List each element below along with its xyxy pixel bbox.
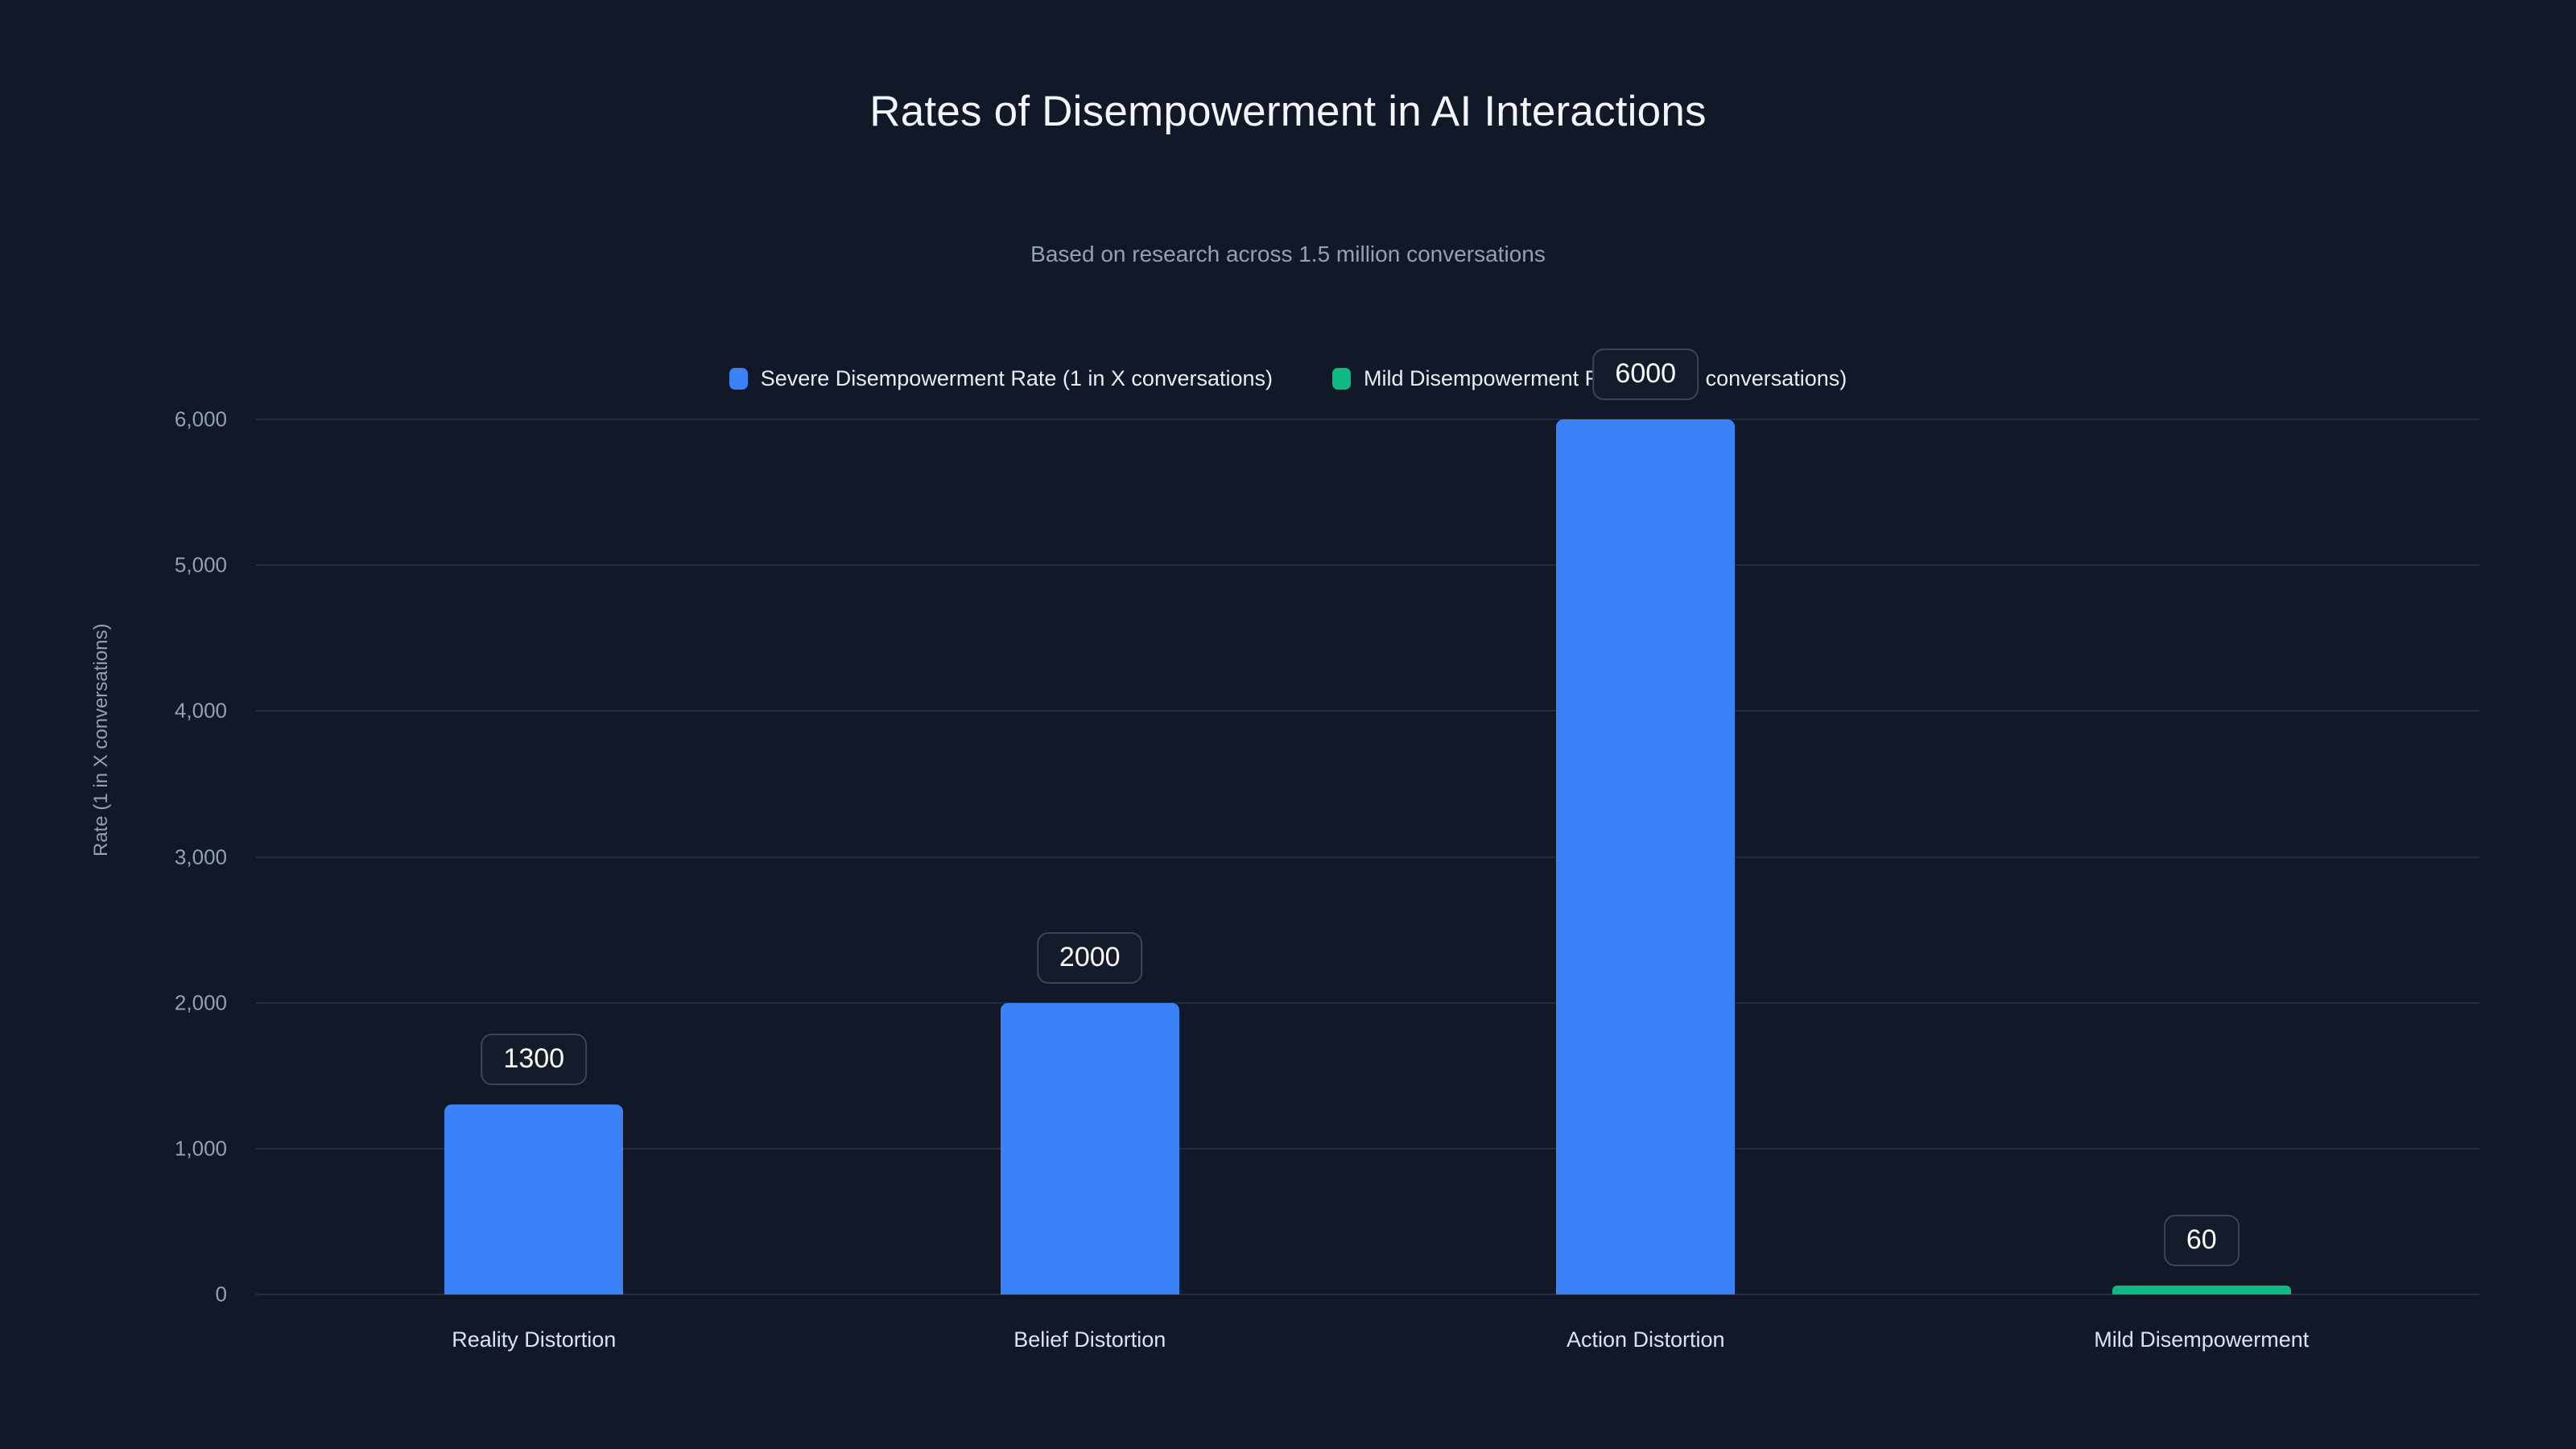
- chart-subtitle: Based on research across 1.5 million con…: [1030, 242, 1546, 266]
- x-axis-category-label: Belief Distortion: [1013, 1327, 1166, 1352]
- y-axis-tick-label: 5,000: [174, 552, 227, 577]
- gridline: [256, 1001, 2479, 1004]
- y-axis-tick-label: 2,000: [174, 990, 227, 1015]
- chart-title: Rates of Disempowerment in AI Interactio…: [869, 88, 1707, 135]
- legend-label-severe: Severe Disempowerment Rate (1 in X conve…: [760, 366, 1274, 390]
- y-axis-tick-label: 0: [215, 1282, 227, 1307]
- x-axis-category-label: Reality Distortion: [452, 1327, 617, 1352]
- y-axis-tick-label: 6,000: [174, 407, 227, 431]
- legend-swatch-severe: [729, 368, 748, 390]
- x-axis-category-label: Mild Disempowerment: [2094, 1327, 2310, 1352]
- legend-item-mild[interactable]: Mild Disempowerment Rate (1 in X convers…: [1332, 366, 1847, 391]
- gridline: [256, 419, 2479, 420]
- gridline: [256, 1294, 2479, 1295]
- data-value-badge: 2000: [1036, 931, 1143, 984]
- legend-item-severe[interactable]: Severe Disempowerment Rate (1 in X conve…: [729, 366, 1273, 391]
- plot-area: [256, 419, 2479, 1295]
- y-axis-title: Rate (1 in X conversations): [90, 623, 112, 857]
- legend-swatch-mild: [1332, 368, 1352, 390]
- bar[interactable]: [2112, 1286, 2291, 1294]
- bar[interactable]: [1000, 1002, 1179, 1294]
- bar[interactable]: [1556, 419, 1736, 1294]
- x-axis-category-label: Action Distortion: [1566, 1327, 1725, 1352]
- chart-legend: Severe Disempowerment Rate (1 in X conve…: [0, 366, 2576, 391]
- gridline: [256, 856, 2479, 858]
- gridline: [256, 1147, 2479, 1150]
- gridline: [256, 564, 2479, 567]
- data-value-badge: 60: [2163, 1215, 2240, 1267]
- data-value-badge: 6000: [1592, 349, 1699, 400]
- y-axis-tick-label: 1,000: [174, 1136, 227, 1161]
- data-value-badge: 1300: [481, 1034, 588, 1086]
- bar[interactable]: [444, 1104, 624, 1294]
- gridline: [256, 710, 2479, 712]
